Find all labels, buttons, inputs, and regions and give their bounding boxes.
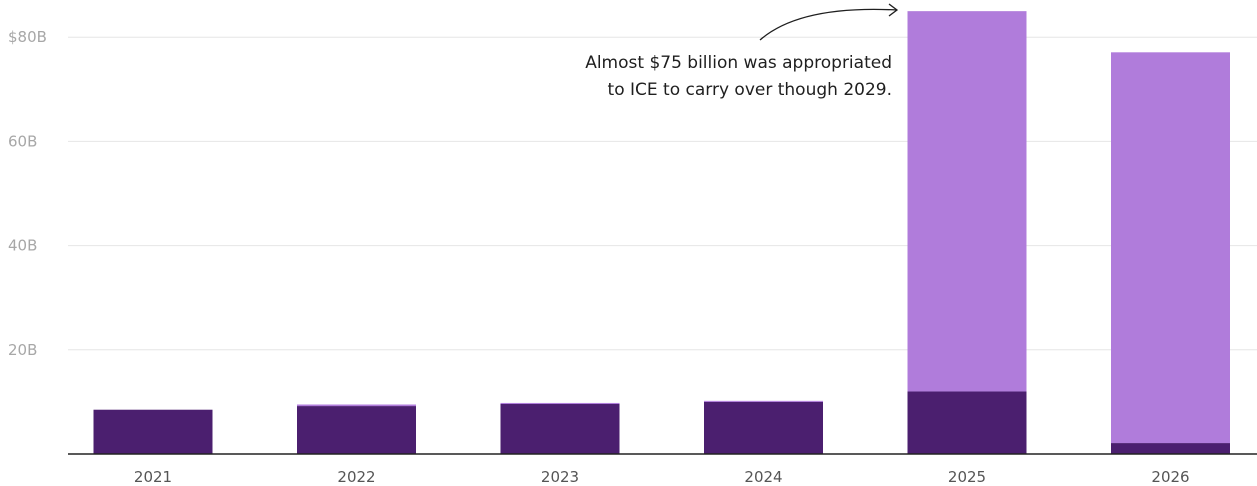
x-tick-label: 2021 xyxy=(134,468,172,486)
x-tick-label: 2025 xyxy=(948,468,986,486)
bar-segment-2022-0 xyxy=(297,406,416,454)
bar-segment-2025-1 xyxy=(907,11,1027,392)
bar-segment-2023-1 xyxy=(500,402,620,404)
x-tick-label: 2026 xyxy=(1151,468,1189,486)
annotation-arrow-line xyxy=(759,8,898,41)
x-axis-ticks: 2021 2022 2023 2024 2025 2026 xyxy=(134,468,1190,486)
x-tick-label: 2023 xyxy=(541,468,579,486)
y-axis-ticks: 20B 40B 60B $80B xyxy=(8,28,47,359)
gridlines xyxy=(68,36,1257,351)
bar-segment-2021-0 xyxy=(93,409,213,454)
bar-segment-2026-1 xyxy=(1111,52,1230,444)
y-tick-label: 60B xyxy=(8,132,37,150)
x-tick-label: 2024 xyxy=(744,468,782,486)
annotation-line-1: Almost $75 billion was appropriated xyxy=(585,53,892,73)
annotation-arrow-head xyxy=(888,3,899,17)
bar-segment-2025-0 xyxy=(907,391,1027,454)
y-tick-label: 40B xyxy=(8,237,37,255)
x-tick-label: 2022 xyxy=(337,468,375,486)
bar-segment-2024-0 xyxy=(704,401,823,454)
y-tick-label: 20B xyxy=(8,341,37,359)
bars xyxy=(93,11,1230,454)
bar-segment-2022-1 xyxy=(297,404,416,407)
y-tick-label: $80B xyxy=(8,28,47,46)
bar-segment-2026-0 xyxy=(1111,443,1230,454)
annotation-line-2: to ICE to carry over though 2029. xyxy=(608,80,892,100)
bar-segment-2023-0 xyxy=(500,403,620,454)
annotation: Almost $75 billion was appropriated to I… xyxy=(585,3,899,100)
bar-segment-2024-1 xyxy=(704,400,823,402)
